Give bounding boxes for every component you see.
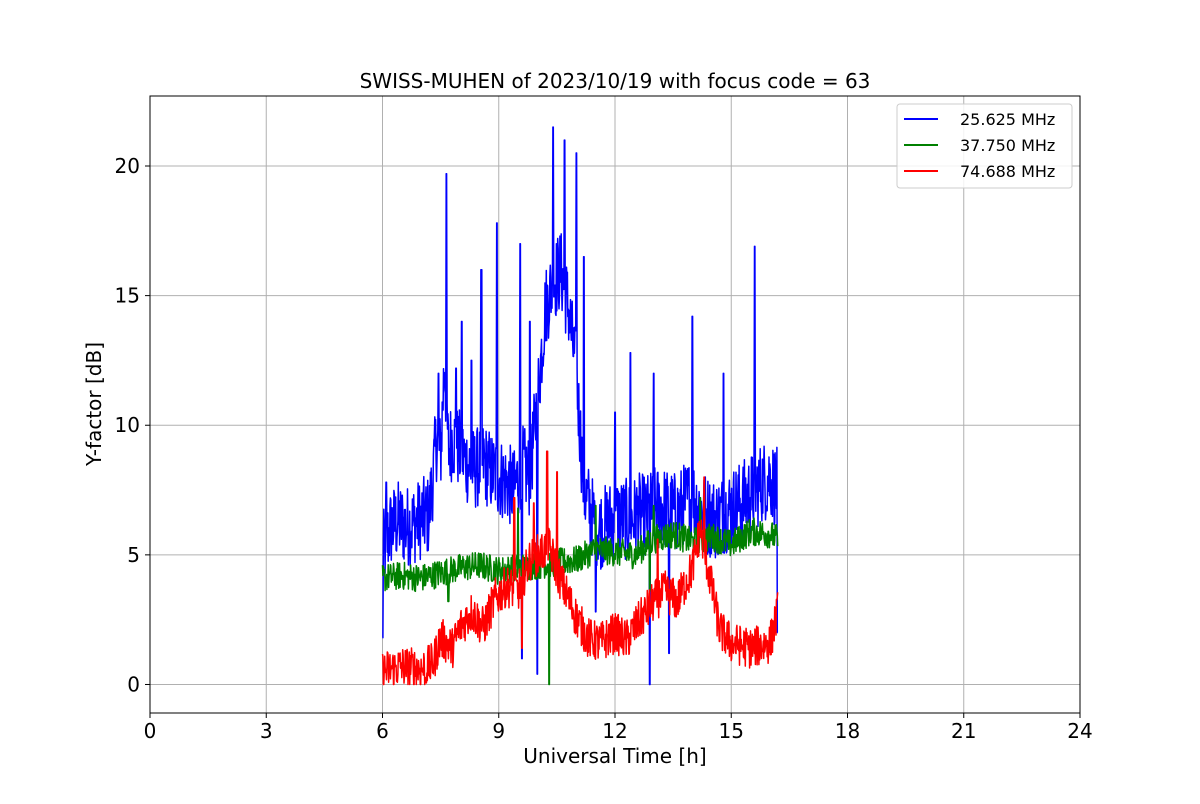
series-25-625-mhz-line — [382, 126, 779, 686]
x-tick-label: 21 — [951, 719, 976, 743]
y-axis-ticks: 0 5 10 15 20 — [115, 154, 150, 696]
x-tick-label: 15 — [719, 719, 744, 743]
y-tick-label: 5 — [127, 543, 140, 567]
series-74-688-mhz-line — [381, 450, 779, 686]
x-tick-label: 12 — [602, 719, 627, 743]
legend-label-37-750: 37.750 MHz — [960, 136, 1055, 155]
series-37-750-mhz-line — [381, 497, 779, 686]
y-tick-label: 20 — [115, 154, 140, 178]
x-tick-label: 9 — [492, 719, 505, 743]
legend-label-74-688: 74.688 MHz — [960, 162, 1055, 181]
x-tick-label: 6 — [376, 719, 389, 743]
legend: 25.625 MHz 37.750 MHz 74.688 MHz — [896, 103, 1073, 189]
y-axis-label: Y-factor [dB] — [82, 342, 106, 467]
x-axis-ticks: 0 3 6 9 12 15 18 21 24 — [144, 713, 1093, 743]
y-tick-label: 10 — [115, 413, 140, 437]
series-layer — [381, 126, 779, 686]
legend-frame — [896, 103, 1073, 189]
legend-label-25-625: 25.625 MHz — [960, 110, 1055, 129]
x-axis-label: Universal Time [h] — [523, 744, 706, 768]
chart-title: SWISS-MUHEN of 2023/10/19 with focus cod… — [360, 69, 871, 93]
y-tick-label: 0 — [127, 672, 140, 696]
x-tick-label: 24 — [1067, 719, 1092, 743]
x-tick-label: 0 — [144, 719, 157, 743]
x-tick-label: 3 — [260, 719, 273, 743]
x-tick-label: 18 — [835, 719, 860, 743]
y-tick-label: 15 — [115, 284, 140, 308]
